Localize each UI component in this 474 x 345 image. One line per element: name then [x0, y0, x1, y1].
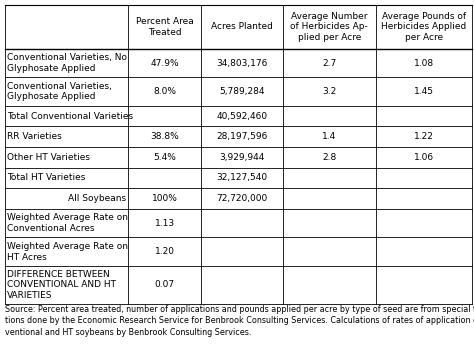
Text: 3,929,944: 3,929,944 [219, 153, 264, 162]
Text: 1.20: 1.20 [155, 247, 174, 256]
Text: 2.7: 2.7 [322, 59, 337, 68]
Text: Acres Planted: Acres Planted [211, 22, 273, 31]
Text: Percent Area
Treated: Percent Area Treated [136, 17, 193, 37]
Text: Conventional Varieties,
Glyphosate Applied: Conventional Varieties, Glyphosate Appli… [7, 82, 111, 101]
Text: Average Number
of Herbicides Ap-
plied per Acre: Average Number of Herbicides Ap- plied p… [291, 12, 368, 42]
Text: 1.08: 1.08 [414, 59, 434, 68]
Text: 3.2: 3.2 [322, 87, 337, 96]
Text: Other HT Varieties: Other HT Varieties [7, 153, 90, 162]
Text: Weighted Average Rate on
HT Acres: Weighted Average Rate on HT Acres [7, 242, 128, 262]
Text: 0.07: 0.07 [155, 280, 175, 289]
Text: 100%: 100% [152, 194, 178, 203]
Text: 5.4%: 5.4% [153, 153, 176, 162]
Text: 47.9%: 47.9% [150, 59, 179, 68]
Text: Average Pounds of
Herbicides Applied
per Acre: Average Pounds of Herbicides Applied per… [381, 12, 466, 42]
Text: Total Conventional Varieties: Total Conventional Varieties [7, 112, 133, 121]
Text: RR Varieties: RR Varieties [7, 132, 62, 141]
Text: 5,789,284: 5,789,284 [219, 87, 264, 96]
Text: Conventional Varieties, No
Glyphosate Applied: Conventional Varieties, No Glyphosate Ap… [7, 53, 127, 73]
Text: All Soybeans: All Soybeans [68, 194, 127, 203]
Text: 1.13: 1.13 [155, 219, 175, 228]
Text: 1.45: 1.45 [414, 87, 434, 96]
Text: 34,803,176: 34,803,176 [216, 59, 267, 68]
Text: 8.0%: 8.0% [153, 87, 176, 96]
Text: Total HT Varieties: Total HT Varieties [7, 174, 85, 183]
Text: 38.8%: 38.8% [150, 132, 179, 141]
Text: Source: Percent area treated, number of applications and pounds applied per acre: Source: Percent area treated, number of … [5, 305, 474, 336]
Text: 2.8: 2.8 [322, 153, 337, 162]
Text: Weighted Average Rate on
Conventional Acres: Weighted Average Rate on Conventional Ac… [7, 213, 128, 233]
Text: 72,720,000: 72,720,000 [216, 194, 267, 203]
Text: 1.22: 1.22 [414, 132, 434, 141]
Text: 28,197,596: 28,197,596 [216, 132, 267, 141]
Text: 1.4: 1.4 [322, 132, 337, 141]
Text: DIFFERENCE BETWEEN
CONVENTIONAL AND HT
VARIETIES: DIFFERENCE BETWEEN CONVENTIONAL AND HT V… [7, 269, 116, 300]
Text: 32,127,540: 32,127,540 [216, 174, 267, 183]
Text: 40,592,460: 40,592,460 [216, 112, 267, 121]
Text: 1.06: 1.06 [414, 153, 434, 162]
